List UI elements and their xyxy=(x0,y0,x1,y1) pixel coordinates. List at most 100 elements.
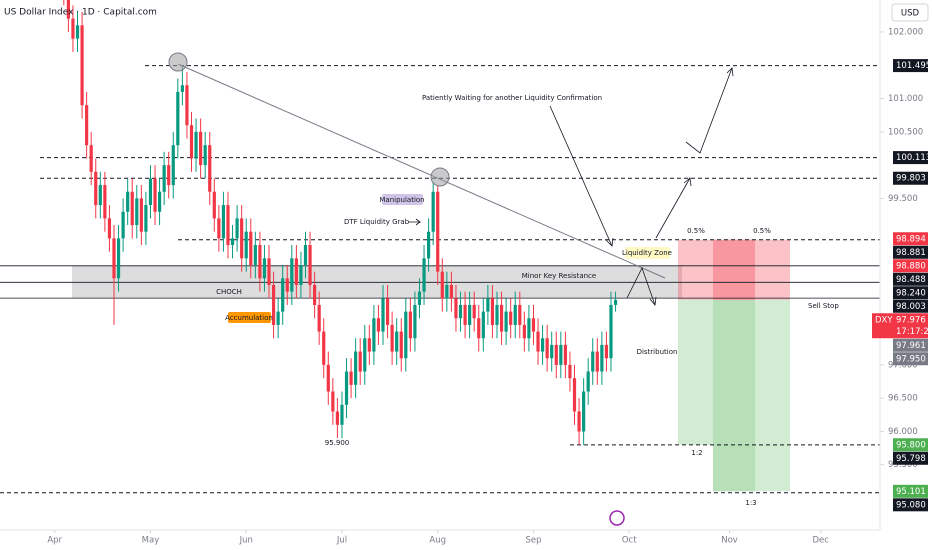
candle-body xyxy=(468,304,472,325)
x-tick-label: Dec xyxy=(812,536,829,546)
price-box xyxy=(893,438,928,452)
candle-body xyxy=(162,165,166,192)
candle-body xyxy=(486,298,490,312)
candle-body xyxy=(189,125,194,159)
price-label: 97.961 xyxy=(896,341,926,351)
chart-title: US Dollar Index · 1D · Capital.com xyxy=(4,8,157,18)
price-label: 95.800 xyxy=(896,440,926,450)
price-label: 98.894 xyxy=(896,234,926,244)
y-tick-label: 102.000 xyxy=(888,27,923,37)
candle-body xyxy=(249,231,253,265)
candle-body xyxy=(427,231,431,259)
candle-body xyxy=(436,191,440,272)
candle-body xyxy=(613,299,618,305)
label-bg xyxy=(382,194,423,205)
price-box xyxy=(893,245,928,259)
target-zone-core xyxy=(713,299,755,492)
candle-body xyxy=(381,298,385,332)
candle-body xyxy=(135,198,139,226)
annotation: 95.900 xyxy=(325,439,350,447)
candle-body xyxy=(185,85,189,126)
projection-path xyxy=(685,67,733,154)
candle-body xyxy=(367,338,371,352)
y-tick-label: 97.000 xyxy=(888,360,918,370)
candle-body xyxy=(559,344,563,365)
candle-body xyxy=(199,131,203,166)
projection-path xyxy=(626,266,656,306)
annotation: Liquidity Zone xyxy=(622,249,672,257)
candle-body xyxy=(180,85,184,92)
candle-body xyxy=(395,331,399,352)
currency-button[interactable] xyxy=(891,3,929,22)
candle-body xyxy=(103,185,107,219)
candle-body xyxy=(148,178,153,206)
candle-body xyxy=(299,265,303,285)
annotation: 1:2 xyxy=(691,449,702,457)
candle-body xyxy=(153,178,157,212)
y-tick-label: 96.000 xyxy=(888,427,918,437)
candle-body xyxy=(440,271,444,299)
candle-body xyxy=(313,284,317,305)
price-box xyxy=(893,151,928,165)
symbol-label: DXY xyxy=(875,315,893,325)
candle-body xyxy=(294,258,298,285)
candle-body xyxy=(212,191,216,219)
target-zone-ext xyxy=(713,444,790,492)
x-tick-label: Jul xyxy=(336,536,347,546)
countdown: 17:17:22 xyxy=(896,327,932,337)
candle-body xyxy=(335,411,340,425)
arrow-head xyxy=(683,177,692,187)
x-tick-label: Aug xyxy=(429,536,446,546)
candle-body xyxy=(481,311,485,339)
candle-body xyxy=(203,145,207,166)
price-label: 97.976 xyxy=(896,315,926,325)
note-arrow xyxy=(549,105,613,247)
candle-body xyxy=(221,205,226,239)
candle-body xyxy=(157,191,162,212)
candle-body xyxy=(167,165,171,186)
candle-body xyxy=(554,344,558,365)
annotation: Manipulation xyxy=(379,196,424,204)
target-zone xyxy=(678,299,790,445)
candle-body xyxy=(85,105,89,146)
x-tick-label: Jun xyxy=(239,536,253,546)
stop-zone-core xyxy=(713,239,755,300)
price-box xyxy=(893,59,928,73)
candle-body xyxy=(258,245,262,279)
candle-body xyxy=(322,331,326,365)
candle-body xyxy=(477,318,481,339)
candle-body xyxy=(331,391,335,412)
candle-body xyxy=(595,351,599,372)
label-bg xyxy=(228,312,271,323)
projection-path xyxy=(655,177,691,239)
candle-body xyxy=(208,145,212,192)
label-bg xyxy=(625,247,670,259)
candle-body xyxy=(472,304,476,319)
price-label: 98.881 xyxy=(896,248,926,258)
candle-body xyxy=(358,351,362,372)
candle-body xyxy=(545,338,549,359)
candle-body xyxy=(586,371,590,392)
candle-body xyxy=(454,298,458,319)
candle-body xyxy=(577,411,581,432)
price-label: 95.080 xyxy=(896,500,926,510)
x-tick-label: Apr xyxy=(47,536,62,546)
candle-body xyxy=(354,351,358,385)
candle-body xyxy=(531,318,536,332)
last-price-box xyxy=(872,313,928,339)
candle-body xyxy=(226,205,230,246)
y-tick-label: 95.500 xyxy=(888,460,918,470)
candle-body xyxy=(217,218,221,239)
price-label: 97.950 xyxy=(896,354,926,364)
price-box xyxy=(893,451,928,465)
candle-body xyxy=(194,131,198,159)
candle-body xyxy=(276,311,280,325)
candle-body xyxy=(563,344,567,365)
currency[interactable]: USD xyxy=(901,9,920,19)
candle-body xyxy=(262,258,267,279)
x-tick-label: May xyxy=(142,536,160,546)
candle-body xyxy=(116,238,121,279)
